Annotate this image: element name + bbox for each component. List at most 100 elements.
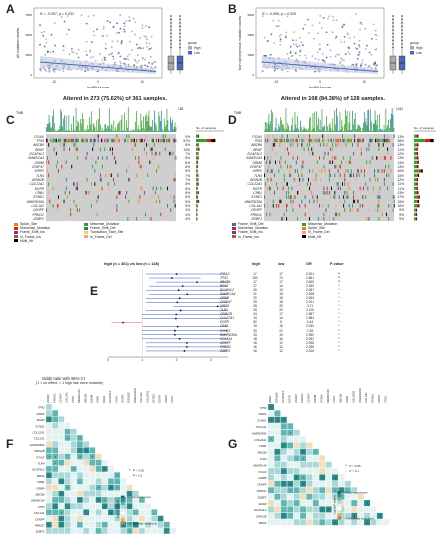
gene-pct: 13%: [397, 134, 404, 139]
heatmap-cell: [267, 435, 275, 443]
scale-swatch: [337, 510, 342, 514]
heatmap-cell: [52, 484, 59, 491]
mutation-cell: [387, 147, 389, 151]
x-tick-label: 3: [210, 358, 212, 362]
heatmap-cell: [64, 459, 71, 466]
box-outlier: [170, 43, 172, 45]
point-high: [335, 19, 338, 22]
point-low: [353, 42, 356, 45]
forest-pvalue: *: [338, 308, 340, 313]
tmb-bar: [309, 118, 310, 132]
mutation-cell: [354, 138, 356, 143]
mutation-cell: [164, 147, 166, 151]
point-high: [134, 59, 137, 62]
box-outlier: [401, 32, 403, 35]
column-gene-label: COL1A1: [65, 392, 69, 403]
mutation-cell: [175, 156, 177, 160]
heatmap-cell: [293, 461, 300, 468]
gene-label: ITGAX: [252, 134, 262, 139]
gene-freq-bar: [416, 199, 419, 203]
point-high: [45, 42, 48, 44]
heatmap-cell: [83, 447, 90, 454]
heatmap-cell: [132, 521, 139, 528]
mutation-cell: [330, 147, 331, 151]
mutation-cell: [264, 195, 265, 199]
tmb-bar: [107, 125, 108, 132]
row-gene-label: PRKDC: [257, 489, 268, 493]
significance-mark: *: [277, 419, 279, 423]
mutation-cell: [334, 173, 336, 178]
tmb-max: 158: [178, 107, 184, 111]
gene-pct: 13%: [397, 190, 404, 195]
mutation-cell: [381, 212, 383, 217]
mutation-cell: [371, 156, 373, 160]
point-high: [85, 40, 88, 43]
tmb-bar: [352, 110, 353, 132]
box-outlier: [392, 22, 394, 24]
mutation-cell: [94, 169, 96, 173]
mutation-cell: [128, 134, 130, 138]
heatmap-cell: [83, 521, 90, 528]
mutation-cell: [269, 138, 271, 143]
point-high: [80, 14, 83, 17]
mutation-cell: [349, 173, 351, 178]
point-high: [40, 31, 43, 34]
heatmap-cell: [299, 467, 307, 475]
panel-a-letter: A: [6, 2, 15, 16]
tmb-bar: [130, 130, 132, 132]
heatmap-cell: [383, 519, 390, 526]
box-outlier: [170, 18, 172, 21]
mutation-cell: [70, 212, 72, 217]
mutation-cell: [393, 134, 395, 138]
tmb-bar: [274, 127, 276, 132]
box-outlier: [170, 29, 172, 31]
heatmap-cell: [107, 509, 115, 516]
mutation-cell: [101, 177, 102, 182]
point-low: [326, 44, 329, 46]
gene-label: EGFR: [34, 186, 44, 191]
heatmap-cell: [274, 519, 281, 526]
heatmap-cell: [58, 503, 65, 510]
significance-mark: *: [61, 493, 63, 497]
point-low: [123, 28, 125, 31]
heatmap-cell: [312, 487, 320, 494]
heatmap-cell: [145, 515, 152, 522]
or-point: [176, 301, 179, 304]
scale-swatch: [337, 516, 342, 520]
point-high: [109, 53, 112, 55]
tmb-bar: [129, 130, 131, 132]
mutation-cell: [348, 160, 350, 165]
mutation-cell: [152, 138, 154, 143]
tmb-bar: [267, 122, 269, 132]
point-high: [45, 38, 47, 41]
point-high: [123, 25, 126, 28]
mutation-cell: [286, 138, 287, 143]
mutation-cell: [375, 177, 376, 182]
tmb-bar: [157, 130, 159, 132]
mutation-cell: [357, 138, 359, 143]
mutation-cell: [390, 204, 392, 208]
point-low: [273, 69, 276, 72]
forest-gene: XIRP2: [220, 304, 230, 309]
mutation-cell: [385, 138, 386, 143]
row-gene-label: SYNE1: [35, 424, 45, 428]
box-outlier: [392, 25, 394, 28]
tmb-bar: [105, 124, 107, 132]
gene-freq-bar: [197, 173, 198, 177]
point-high: [321, 27, 323, 29]
mutation-cell: [388, 204, 390, 208]
tmb-bar: [74, 130, 76, 132]
heatmap-cell: [76, 453, 84, 460]
heatmap-cell: [287, 512, 294, 520]
row-gene-label: GRIN2B: [34, 449, 45, 453]
mutation-cell: [372, 186, 374, 191]
gene-pct: 11%: [397, 186, 404, 191]
tmb-bar: [136, 110, 137, 132]
tmb-bar: [388, 119, 389, 132]
mutation-cell: [361, 138, 363, 143]
mutation-cell: [63, 138, 65, 143]
mutation-cell: [134, 138, 135, 143]
gene-freq-bar: [197, 182, 199, 186]
point-high: [340, 57, 342, 60]
heatmap-cell: [114, 527, 121, 535]
